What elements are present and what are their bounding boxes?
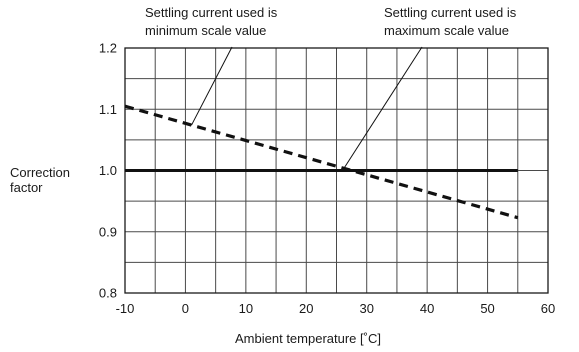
x-tick-label: 60 [541, 301, 555, 316]
annotation-minimum-text: minimum scale value [145, 23, 266, 38]
x-tick-label: 30 [359, 301, 373, 316]
x-tick-label: 20 [299, 301, 313, 316]
dashed-series-line [124, 104, 519, 220]
x-tick-label: 40 [420, 301, 434, 316]
x-tick-label: -10 [116, 301, 135, 316]
annotation-minimum-leader-line [191, 46, 233, 126]
tick-labels: -10 0 10 20 30 40 50 60 0.8 0.9 1.0 1.1 1.2 [99, 41, 555, 317]
y-tick-label: 0.9 [99, 224, 117, 239]
x-axis-label: Ambient temperature [˚C] [235, 331, 381, 346]
y-axis-label-line-1: Correction [10, 165, 70, 180]
y-tick-label: 1.0 [99, 163, 117, 178]
y-tick-label: 0.8 [99, 286, 117, 301]
annotation-minimum-text: Settling current used is [145, 5, 278, 20]
annotation-maximum-leader-line [342, 46, 423, 171]
y-axis-label-line-2: factor [10, 180, 43, 195]
y-tick-label: 1.1 [99, 102, 117, 117]
data-series [124, 104, 519, 220]
annotations: Settling current used is minimum scale va… [145, 5, 517, 171]
annotation-maximum-text: maximum scale value [384, 23, 509, 38]
x-tick-label: 50 [480, 301, 494, 316]
annotation-maximum-text: Settling current used is [384, 5, 517, 20]
x-tick-label: 0 [182, 301, 189, 316]
y-tick-label: 1.2 [99, 41, 117, 56]
x-tick-label: 10 [239, 301, 253, 316]
